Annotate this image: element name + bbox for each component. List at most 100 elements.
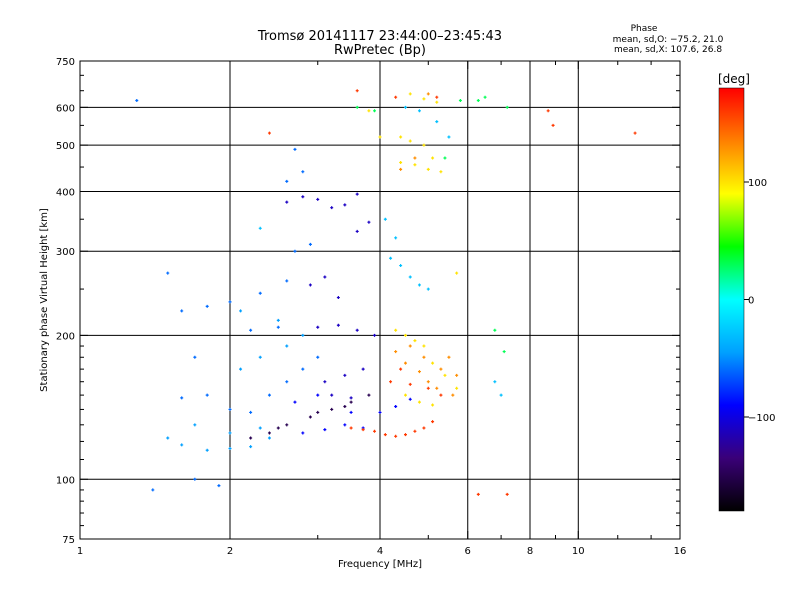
data-point <box>413 163 417 167</box>
data-point <box>355 105 359 109</box>
data-point <box>316 410 320 414</box>
data-point <box>330 393 334 397</box>
data-point <box>193 423 197 427</box>
data-point <box>258 355 262 359</box>
data-point <box>193 355 197 359</box>
phase-stats-o: mean, sd,O: −75.2, 21.0 <box>613 35 724 45</box>
data-point <box>301 170 305 174</box>
data-point <box>439 170 443 174</box>
data-point <box>205 448 209 452</box>
data-point <box>301 333 305 337</box>
data-point <box>285 179 289 183</box>
data-point <box>455 386 459 390</box>
data-point <box>408 382 412 386</box>
data-point <box>546 109 550 113</box>
data-point <box>399 367 403 371</box>
plot-area: 1 2 4 6 8 10 16 75 100 200 300 400 500 600 750 <box>56 57 686 557</box>
data-point <box>383 217 387 221</box>
y-tick-label: 400 <box>56 187 75 198</box>
data-point <box>276 325 280 329</box>
x-tick-label: 16 <box>674 546 687 557</box>
data-point <box>285 344 289 348</box>
data-point <box>417 109 421 113</box>
data-point <box>451 393 455 397</box>
x-axis-ticks: 1 2 4 6 8 10 16 <box>77 61 687 557</box>
data-point <box>408 139 412 143</box>
data-point <box>343 423 347 427</box>
data-point <box>417 400 421 404</box>
data-point <box>249 328 253 332</box>
data-point <box>180 396 184 400</box>
data-point <box>228 446 232 450</box>
data-point <box>455 373 459 377</box>
data-point <box>180 443 184 447</box>
data-point <box>367 393 371 397</box>
data-point <box>349 410 353 414</box>
x-tick-label: 10 <box>572 546 585 557</box>
data-point <box>343 373 347 377</box>
y-tick-label: 500 <box>56 141 75 152</box>
data-point <box>422 97 426 101</box>
data-point <box>293 147 297 151</box>
data-point <box>323 380 327 384</box>
data-point <box>205 304 209 308</box>
data-point <box>285 200 289 204</box>
data-point <box>408 397 412 401</box>
data-point <box>249 445 253 449</box>
data-point <box>267 431 271 435</box>
data-points <box>135 89 637 496</box>
data-point <box>267 393 271 397</box>
data-point <box>422 355 426 359</box>
y-tick-label: 750 <box>56 57 75 68</box>
data-point <box>239 309 243 313</box>
data-point <box>323 428 327 432</box>
colorbar-tick-label: 100 <box>748 178 767 189</box>
data-point <box>399 264 403 268</box>
data-point <box>435 386 439 390</box>
data-point <box>426 92 430 96</box>
data-point <box>439 393 443 397</box>
data-point <box>476 492 480 496</box>
data-point <box>378 410 382 414</box>
data-point <box>383 433 387 437</box>
data-point <box>431 361 435 365</box>
data-point <box>301 195 305 199</box>
data-point <box>228 300 232 304</box>
data-point <box>301 367 305 371</box>
data-point <box>349 396 353 400</box>
data-point <box>493 328 497 332</box>
data-point <box>417 370 421 374</box>
data-point <box>499 393 503 397</box>
data-point <box>258 426 262 430</box>
phase-heading: Phase <box>631 24 658 34</box>
data-point <box>394 404 398 408</box>
data-point <box>267 436 271 440</box>
data-point <box>403 433 407 437</box>
x-tick-label: 2 <box>227 546 233 557</box>
data-point <box>426 287 430 291</box>
data-point <box>408 275 412 279</box>
data-point <box>435 95 439 99</box>
data-point <box>349 400 353 404</box>
data-point <box>435 120 439 124</box>
data-point <box>435 100 439 104</box>
data-point <box>403 333 407 337</box>
data-point <box>505 105 509 109</box>
y-tick-label: 100 <box>56 475 75 486</box>
x-tick-label: 8 <box>527 546 533 557</box>
data-point <box>151 488 155 492</box>
data-point <box>422 426 426 430</box>
data-point <box>205 393 209 397</box>
data-point <box>443 373 447 377</box>
data-point <box>399 160 403 164</box>
data-point <box>403 361 407 365</box>
data-point <box>426 167 430 171</box>
data-point <box>476 99 480 103</box>
data-point <box>217 484 221 488</box>
data-point <box>373 333 377 337</box>
data-point <box>323 275 327 279</box>
data-point <box>308 283 312 287</box>
y-axis-ticks: 75 100 200 300 400 500 600 750 <box>56 57 680 546</box>
data-point <box>394 328 398 332</box>
data-point <box>443 156 447 160</box>
